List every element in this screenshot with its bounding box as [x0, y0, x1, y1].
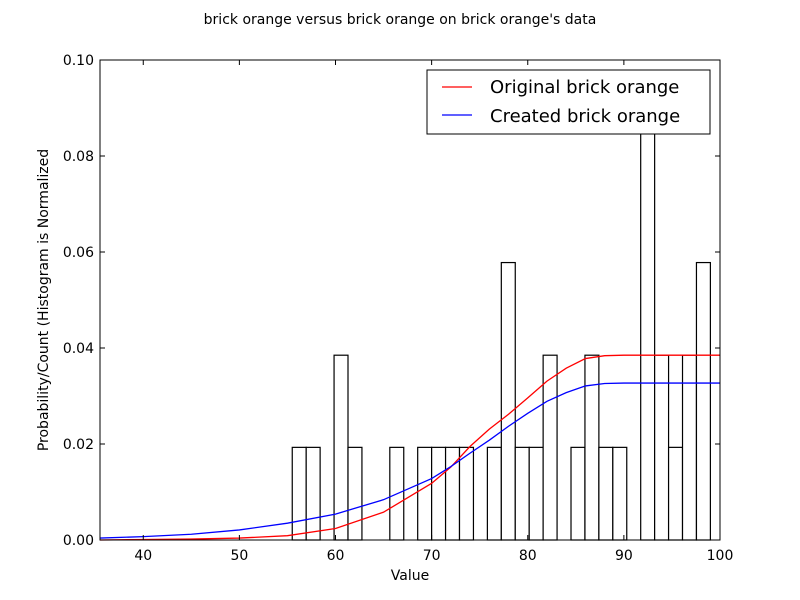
plot-frame	[99, 59, 721, 541]
legend-label-original: Original brick orange	[490, 77, 679, 98]
histogram-bar-17	[612, 446, 628, 541]
x-tick-label: 70	[423, 548, 441, 564]
series-line-0	[99, 354, 720, 541]
histogram-bar-10	[500, 261, 516, 541]
x-tick-label: 90	[615, 548, 633, 564]
y-tick-label: 0.08	[63, 149, 94, 165]
series-lines	[99, 354, 720, 541]
histogram-bar-1	[305, 446, 321, 541]
y-tick-label: 0.10	[63, 53, 94, 69]
histogram-bar-3	[347, 446, 363, 541]
histogram-bar-22	[695, 261, 711, 541]
y-tick-label: 0.00	[63, 533, 94, 549]
legend-box	[426, 69, 711, 135]
histogram-bar-12	[528, 446, 544, 541]
x-tick-label: 40	[134, 548, 152, 564]
histogram-bar-16	[598, 446, 614, 541]
x-tick-label: 80	[519, 548, 537, 564]
y-axis-label: Probability/Count (Histogram is Normaliz…	[36, 149, 52, 451]
histogram-bar-0	[291, 446, 307, 541]
y-tick-label: 0.06	[63, 245, 94, 261]
x-tick-label: 100	[707, 548, 734, 564]
x-axis-label: Value	[391, 568, 429, 584]
histogram-bar-11	[514, 446, 530, 541]
histogram-bar-9	[486, 446, 502, 541]
histogram-bar-5	[417, 446, 433, 541]
y-tick-label: 0.04	[63, 341, 94, 357]
histogram-bar-15	[584, 354, 600, 541]
histogram-bar-20	[667, 446, 684, 541]
histogram-bar-8	[458, 446, 475, 541]
series-line-1	[99, 382, 720, 539]
chart-title: brick orange versus brick orange on bric…	[204, 12, 597, 28]
histogram-bar-6	[431, 446, 447, 541]
histogram-bar-14	[570, 446, 586, 541]
axis-ticks: 40 50 60 70 80 90 100 0.00 0.02 0.04 0.06 0.08 0.10	[63, 53, 734, 564]
x-tick-label: 60	[327, 548, 345, 564]
y-tick-label: 0.02	[63, 437, 94, 453]
legend-label-created: Created brick orange	[490, 106, 680, 127]
histogram	[291, 77, 711, 541]
x-tick-label: 50	[230, 548, 248, 564]
histogram-bar-18	[640, 77, 656, 541]
legend: Original brick orange Created brick oran…	[426, 69, 711, 135]
